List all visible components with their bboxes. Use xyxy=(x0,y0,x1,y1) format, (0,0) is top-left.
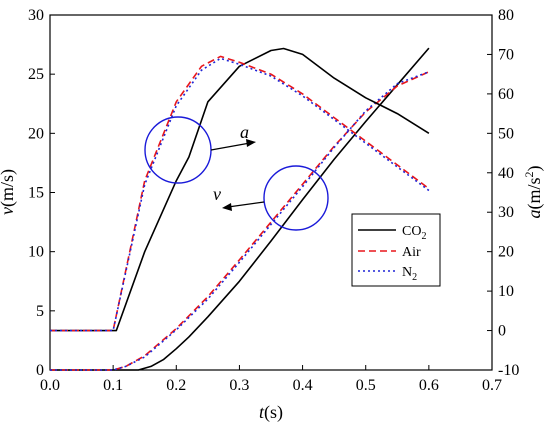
x-tick-label: 0.4 xyxy=(293,377,313,394)
legend-label-air: Air xyxy=(402,245,421,260)
x-tick-label: 0.5 xyxy=(356,377,376,394)
series-line-v_co2 xyxy=(50,47,430,371)
x-tick-label: 0.6 xyxy=(419,377,439,394)
x-tick-label: 0.7 xyxy=(482,377,502,394)
annotation-arrowhead-a xyxy=(246,139,256,147)
y-left-axis-ticks: 0 5 10 15 20 25 30 xyxy=(28,7,55,379)
y-right-tick-label: 10 xyxy=(498,283,514,300)
y-left-tick-label: 25 xyxy=(28,66,44,83)
y-right-tick-label: 50 xyxy=(498,125,514,142)
annotation-arrowhead-v xyxy=(222,203,232,211)
x-tick-label: 0.1 xyxy=(103,377,123,394)
series-line-v_n2 xyxy=(50,71,430,371)
y-left-tick-label: 0 xyxy=(36,362,44,379)
annotation-circle-a xyxy=(144,116,212,184)
legend-label-n2: N2 xyxy=(402,265,417,283)
y-left-tick-label: 10 xyxy=(28,244,44,261)
y-left-tick-label: 5 xyxy=(36,303,44,320)
legend-box xyxy=(351,213,441,287)
x-axis-ticks: 0.0 0.1 0.2 0.3 0.4 0.5 0.6 0.7 xyxy=(40,365,502,394)
annotation-arrow-a xyxy=(210,142,251,151)
x-tick-label: 0.3 xyxy=(229,377,249,394)
annotation-label-v: v xyxy=(213,184,221,204)
series-line-v_air xyxy=(50,71,430,371)
y-left-tick-label: 30 xyxy=(28,7,44,24)
y-right-tick-label: 30 xyxy=(498,204,514,221)
y-right-axis-ticks: -10 0 10 20 30 40 50 60 70 80 xyxy=(487,7,519,379)
y-right-tick-label: 80 xyxy=(498,7,514,24)
x-tick-label: 0.2 xyxy=(166,377,186,394)
legend-label-co2: CO2 xyxy=(402,224,426,242)
annotation-circle-v xyxy=(263,165,329,231)
x-axis-title: t(s) xyxy=(259,402,283,423)
y-right-tick-label: -10 xyxy=(498,362,519,379)
series-line-a_air xyxy=(50,55,430,332)
x-tick-label: 0.0 xyxy=(40,377,60,394)
series-layer xyxy=(50,47,430,371)
y-right-axis-title: a(m/s2) xyxy=(522,165,545,218)
y-left-tick-label: 15 xyxy=(28,185,44,202)
y-right-tick-label: 70 xyxy=(498,46,514,63)
legend: CO2 Air N2 xyxy=(351,213,441,287)
y-left-tick-label: 20 xyxy=(28,125,44,142)
y-right-tick-label: 40 xyxy=(498,165,514,182)
y-right-tick-label: 0 xyxy=(498,323,506,340)
annotation-arrow-v xyxy=(227,201,265,208)
series-line-a_co2 xyxy=(50,47,430,332)
annotation-label-a: a xyxy=(240,122,249,142)
series-line-a_n2 xyxy=(50,57,430,332)
y-left-axis-title: v(m/s) xyxy=(0,169,18,215)
y-right-tick-label: 20 xyxy=(498,244,514,261)
y-right-tick-label: 60 xyxy=(498,86,514,103)
